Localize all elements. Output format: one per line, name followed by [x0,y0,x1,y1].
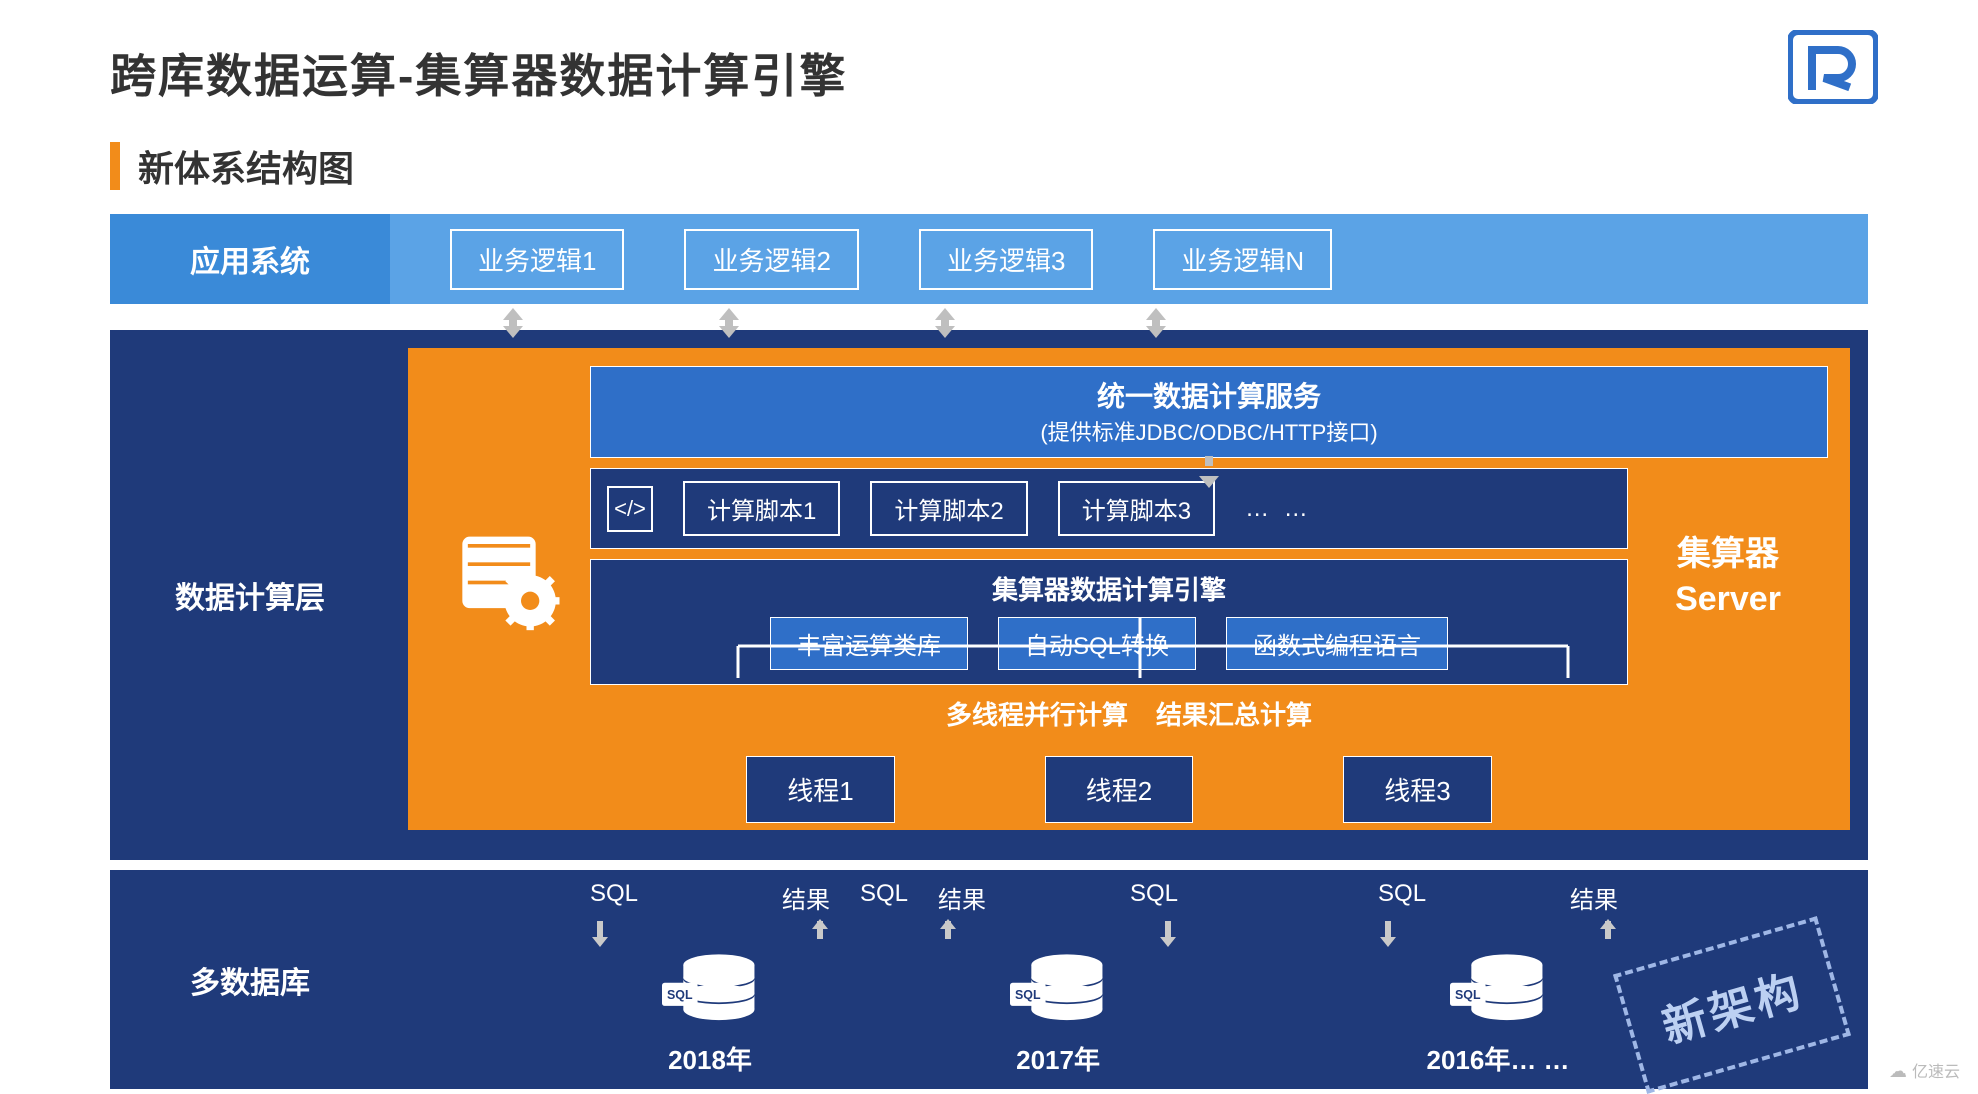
script-row: </> 计算脚本1 计算脚本2 计算脚本3 … … [590,468,1628,549]
layer1-label: 应用系统 [110,214,390,304]
arrow-up-icon [1598,919,1618,947]
subtitle-accent-bar [110,142,120,190]
thread-box: 线程2 [1045,756,1193,823]
unified-service-sub: (提供标准JDBC/ODBC/HTTP接口) [591,415,1827,447]
layer-databases: 多数据库 SQL 结果 [110,870,1868,1089]
layer-application: 应用系统 业务逻辑1 业务逻辑2 业务逻辑3 业务逻辑N [110,214,1868,304]
db-result-label: 结果 [938,880,986,915]
logo-icon [1788,30,1878,104]
layer1-body: 业务逻辑1 业务逻辑2 业务逻辑3 业务逻辑N [390,214,1868,304]
svg-text:SQL: SQL [1455,988,1481,1002]
server-label-1: 集算器 [1677,532,1779,576]
orange-container: 统一数据计算服务 (提供标准JDBC/ODBC/HTTP接口) [408,348,1850,830]
server-label: 集算器 Server [1628,468,1828,685]
thread-box: 线程3 [1343,756,1491,823]
engine-title: 集算器数据计算引擎 [607,570,1611,607]
arrow-down-icon [1158,919,1178,947]
script-box: 计算脚本2 [870,481,1027,536]
mid-row: </> 计算脚本1 计算脚本2 计算脚本3 … … 集算器数据计算引擎 丰富运算… [430,468,1828,685]
biz-box: 业务逻辑1 [450,229,624,290]
page-title: 跨库数据运算-集算器数据计算引擎 [110,40,1868,106]
db-year: 2016年… … [1426,1040,1569,1077]
code-icon: </> [607,486,653,532]
db-result-label: 结果 [782,880,830,915]
arrow-up-icon [938,919,958,947]
subtitle-row: 新体系结构图 [110,140,1868,192]
script-more: … … [1245,495,1312,523]
db-col: SQL 结果 [1378,880,1618,1077]
db-sql-label: SQL [1378,880,1426,915]
engine-box: 自动SQL转换 [998,617,1196,670]
db-col: SQL 结果 [590,880,830,1077]
db-col: 结果 SQL [938,880,1178,1077]
layer3-label: 多数据库 [110,870,390,1089]
thread-row: 线程1 线程2 线程3 [430,756,1828,823]
layer2-body: 统一数据计算服务 (提供标准JDBC/ODBC/HTTP接口) [390,330,1868,860]
engine-box: 函数式编程语言 [1226,617,1448,670]
unified-service-box: 统一数据计算服务 (提供标准JDBC/ODBC/HTTP接口) [590,366,1828,458]
calc-text-row: 多线程并行计算 结果汇总计算 [430,695,1828,732]
script-box: 计算脚本1 [683,481,840,536]
server-gear-icon [430,468,590,685]
thread-box: 线程1 [746,756,894,823]
layer3-body: SQL 结果 [390,870,1868,1089]
biz-box: 业务逻辑3 [919,229,1093,290]
unified-service-title: 统一数据计算服务 [591,375,1827,415]
db-year: 2017年 [1016,1040,1100,1077]
db-result-label: 结果 [1570,880,1618,915]
watermark: ☁ 亿速云 [1889,1058,1960,1082]
arrow-up-icon [810,919,830,947]
calc-text: 多线程并行计算 [946,695,1128,732]
db-sql-label: SQL [1130,880,1178,915]
database-icon: SQL [1443,949,1553,1034]
svg-text:SQL: SQL [1015,988,1041,1002]
script-box: 计算脚本3 [1058,481,1215,536]
engine-box: 丰富运算类库 [770,617,968,670]
database-icon: SQL [655,949,765,1034]
biz-box: 业务逻辑2 [684,229,858,290]
engine-boxes: 丰富运算类库 自动SQL转换 函数式编程语言 [607,617,1611,670]
arrow-down-icon [590,919,610,947]
db-sql-label-extra: SQL [860,880,908,908]
svg-text:SQL: SQL [667,988,693,1002]
subtitle: 新体系结构图 [138,140,354,192]
db-sql-label: SQL [590,880,638,915]
biz-box: 业务逻辑N [1153,229,1332,290]
architecture-diagram: 应用系统 业务逻辑1 业务逻辑2 业务逻辑3 业务逻辑N 数据计算层 统一数据计… [110,214,1868,1089]
layer2-label: 数据计算层 [110,330,390,860]
calc-text: 结果汇总计算 [1156,695,1312,732]
new-architecture-stamp: 新架构 [1613,916,1851,1094]
db-year: 2018年 [668,1040,752,1077]
database-icon: SQL [1003,949,1113,1034]
layer-compute: 数据计算层 统一数据计算服务 (提供标准JDBC/ODBC/HTTP接口) [110,330,1868,860]
mid-center: </> 计算脚本1 计算脚本2 计算脚本3 … … 集算器数据计算引擎 丰富运算… [590,468,1628,685]
engine-wrap: 集算器数据计算引擎 丰富运算类库 自动SQL转换 函数式编程语言 [590,559,1628,685]
server-label-2: Server [1675,577,1781,621]
arrow-down-icon [1378,919,1398,947]
